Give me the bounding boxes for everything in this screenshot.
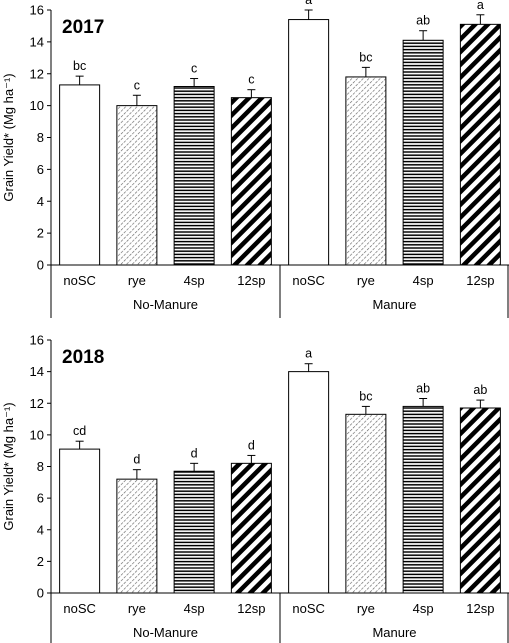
bar bbox=[402, 405, 444, 594]
y-tick-label: 10 bbox=[30, 98, 44, 113]
y-tick-label: 4 bbox=[37, 522, 44, 537]
significance-letter: ab bbox=[416, 382, 430, 396]
y-tick-label: 8 bbox=[37, 130, 44, 145]
bar bbox=[173, 470, 215, 594]
x-tick-label: 4sp bbox=[413, 273, 434, 288]
y-axis-label: Grain Yield* (Mg ha⁻¹) bbox=[1, 73, 16, 201]
x-tick-label: noSC bbox=[292, 601, 325, 616]
bar bbox=[459, 407, 501, 594]
chart-panel-2017: 0 2 4 6 8 10 12 14 16 Grain Yield* (Mg ha⁻¹) bc noS… bbox=[1, 0, 509, 318]
bar bbox=[345, 76, 387, 266]
chart-panel-2018: 0 2 4 6 8 10 12 14 16 Grain Yield* (Mg ha⁻¹) cd noS… bbox=[1, 333, 509, 643]
significance-letter: a bbox=[477, 0, 484, 12]
x-tick-label: rye bbox=[128, 601, 146, 616]
y-tick-label: 16 bbox=[30, 3, 44, 18]
x-tick-label: 4sp bbox=[413, 601, 434, 616]
y-tick-label: 4 bbox=[37, 194, 44, 209]
significance-letter: ab bbox=[416, 14, 430, 28]
significance-letter: d bbox=[133, 453, 140, 467]
bar bbox=[230, 97, 272, 266]
bar bbox=[230, 462, 272, 594]
y-tick-label: 6 bbox=[37, 491, 44, 506]
x-tick-label: noSC bbox=[63, 601, 96, 616]
significance-letter: d bbox=[191, 446, 198, 460]
x-tick-label: 4sp bbox=[184, 601, 205, 616]
bar bbox=[459, 23, 501, 266]
y-tick-label: 2 bbox=[37, 226, 44, 241]
bar bbox=[173, 86, 215, 266]
significance-letter: cd bbox=[73, 424, 86, 438]
x-tick-label: rye bbox=[128, 273, 146, 288]
y-tick-label: 12 bbox=[30, 66, 44, 81]
y-tick-label: 10 bbox=[30, 427, 44, 442]
significance-letter: a bbox=[305, 347, 312, 361]
bar bbox=[288, 19, 330, 266]
x-tick-label: 12sp bbox=[466, 273, 494, 288]
y-axis-label: Grain Yield* (Mg ha⁻¹) bbox=[1, 402, 16, 530]
y-tick-label: 0 bbox=[37, 258, 44, 273]
panel-title: 2017 bbox=[62, 17, 104, 38]
significance-letter: c bbox=[191, 62, 197, 76]
significance-letter: ab bbox=[473, 383, 487, 397]
bar bbox=[59, 448, 101, 594]
x-tick-label: noSC bbox=[63, 273, 96, 288]
y-tick-label: 14 bbox=[30, 364, 44, 379]
bar bbox=[116, 105, 158, 266]
x-tick-label: noSC bbox=[292, 273, 325, 288]
significance-letter: a bbox=[305, 0, 312, 7]
x-tick-label: 12sp bbox=[237, 601, 265, 616]
significance-letter: bc bbox=[359, 50, 372, 64]
x-tick-label: 4sp bbox=[184, 273, 205, 288]
bar bbox=[59, 84, 101, 266]
y-tick-label: 6 bbox=[37, 162, 44, 177]
significance-letter: bc bbox=[359, 389, 372, 403]
bar bbox=[116, 478, 158, 594]
y-tick-label: 12 bbox=[30, 396, 44, 411]
x-tick-label: 12sp bbox=[237, 273, 265, 288]
group-label: No-Manure bbox=[133, 625, 198, 640]
bar bbox=[345, 413, 387, 594]
group-label: No-Manure bbox=[133, 297, 198, 312]
y-tick-label: 0 bbox=[37, 586, 44, 601]
y-tick-label: 16 bbox=[30, 333, 44, 348]
bar bbox=[402, 39, 444, 266]
y-tick-label: 8 bbox=[37, 459, 44, 474]
significance-letter: bc bbox=[73, 59, 86, 73]
x-tick-label: rye bbox=[357, 273, 375, 288]
y-tick-label: 2 bbox=[37, 554, 44, 569]
x-tick-label: rye bbox=[357, 601, 375, 616]
significance-letter: c bbox=[248, 73, 254, 87]
significance-letter: d bbox=[248, 438, 255, 452]
group-label: Manure bbox=[372, 625, 416, 640]
y-tick-label: 14 bbox=[30, 34, 44, 49]
group-label: Manure bbox=[372, 297, 416, 312]
bar bbox=[288, 371, 330, 594]
x-tick-label: 12sp bbox=[466, 601, 494, 616]
panel-title: 2018 bbox=[62, 347, 104, 368]
significance-letter: c bbox=[134, 78, 140, 92]
